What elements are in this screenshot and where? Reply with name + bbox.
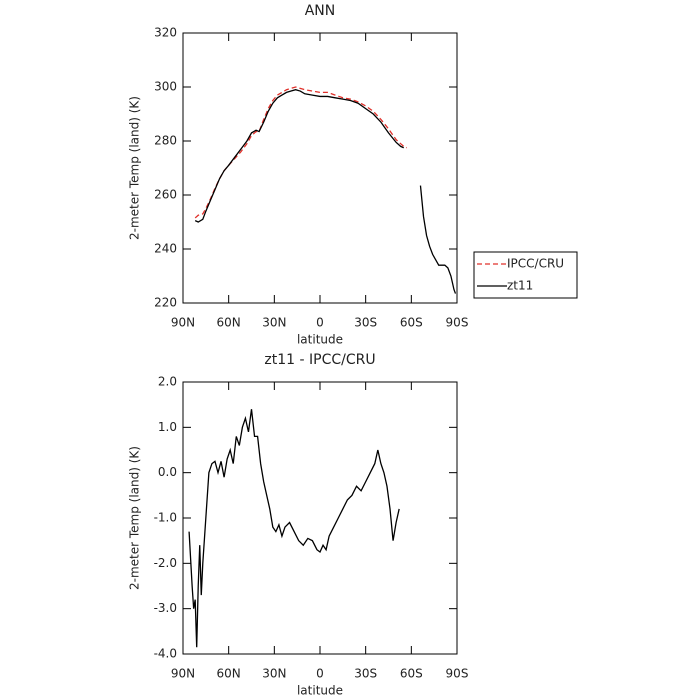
legend-box xyxy=(473,251,578,299)
legend: IPCC/CRU zt11 xyxy=(473,251,578,299)
y-tick-label: 0.0 xyxy=(158,465,177,479)
y-tick-label: -4.0 xyxy=(154,647,177,661)
x-tick-label: 0 xyxy=(316,316,324,330)
y-tick-label: 220 xyxy=(154,296,177,310)
y-tick-label: -3.0 xyxy=(154,601,177,615)
x-tick-label: 30S xyxy=(354,667,377,681)
data-line xyxy=(194,89,457,294)
x-axis-label: latitude xyxy=(297,333,343,347)
x-tick-label: 90N xyxy=(171,316,195,330)
data-line xyxy=(188,409,400,648)
chart-title: zt11 - IPCC/CRU xyxy=(264,352,375,368)
y-axis-label: 2-meter Temp (land) (K) xyxy=(128,446,142,590)
x-tick-label: 60S xyxy=(400,667,423,681)
y-tick-label: 320 xyxy=(154,26,177,40)
x-tick-label: 30N xyxy=(262,667,286,681)
plot-frame xyxy=(182,381,458,655)
x-tick-label: 90N xyxy=(171,667,195,681)
data-line xyxy=(194,86,408,219)
x-tick-label: 60N xyxy=(217,667,241,681)
x-tick-label: 60S xyxy=(400,316,423,330)
x-axis-label: latitude xyxy=(297,684,343,698)
x-tick-label: 90S xyxy=(446,667,469,681)
y-tick-label: 2.0 xyxy=(158,375,177,389)
x-tick-label: 0 xyxy=(316,667,324,681)
panel: zt11 - IPCC/CRU -4.0 -3.0 -2.0 -1.0 0.0 1.0 2.0… xyxy=(128,352,469,698)
chart-title: ANN xyxy=(305,3,336,19)
y-tick-label: -1.0 xyxy=(154,511,177,525)
x-tick-label: 60N xyxy=(217,316,241,330)
y-axis-label: 2-meter Temp (land) (K) xyxy=(128,96,142,240)
legend-label: IPCC/CRU xyxy=(507,257,564,271)
x-tick-label: 30N xyxy=(262,316,286,330)
y-tick-label: 240 xyxy=(154,242,177,256)
y-tick-label: 260 xyxy=(154,188,177,202)
legend-label: zt11 xyxy=(507,279,533,293)
plot-frame xyxy=(182,32,458,304)
y-tick-label: 280 xyxy=(154,134,177,148)
y-tick-label: -2.0 xyxy=(154,556,177,570)
x-tick-label: 90S xyxy=(446,316,469,330)
y-tick-label: 300 xyxy=(154,80,177,94)
x-tick-label: 30S xyxy=(354,316,377,330)
y-tick-label: 1.0 xyxy=(158,420,177,434)
panel: ANN 220 240 260 280 300 320 90N 60N 30N 0 30S 60S 90S… xyxy=(128,3,578,347)
